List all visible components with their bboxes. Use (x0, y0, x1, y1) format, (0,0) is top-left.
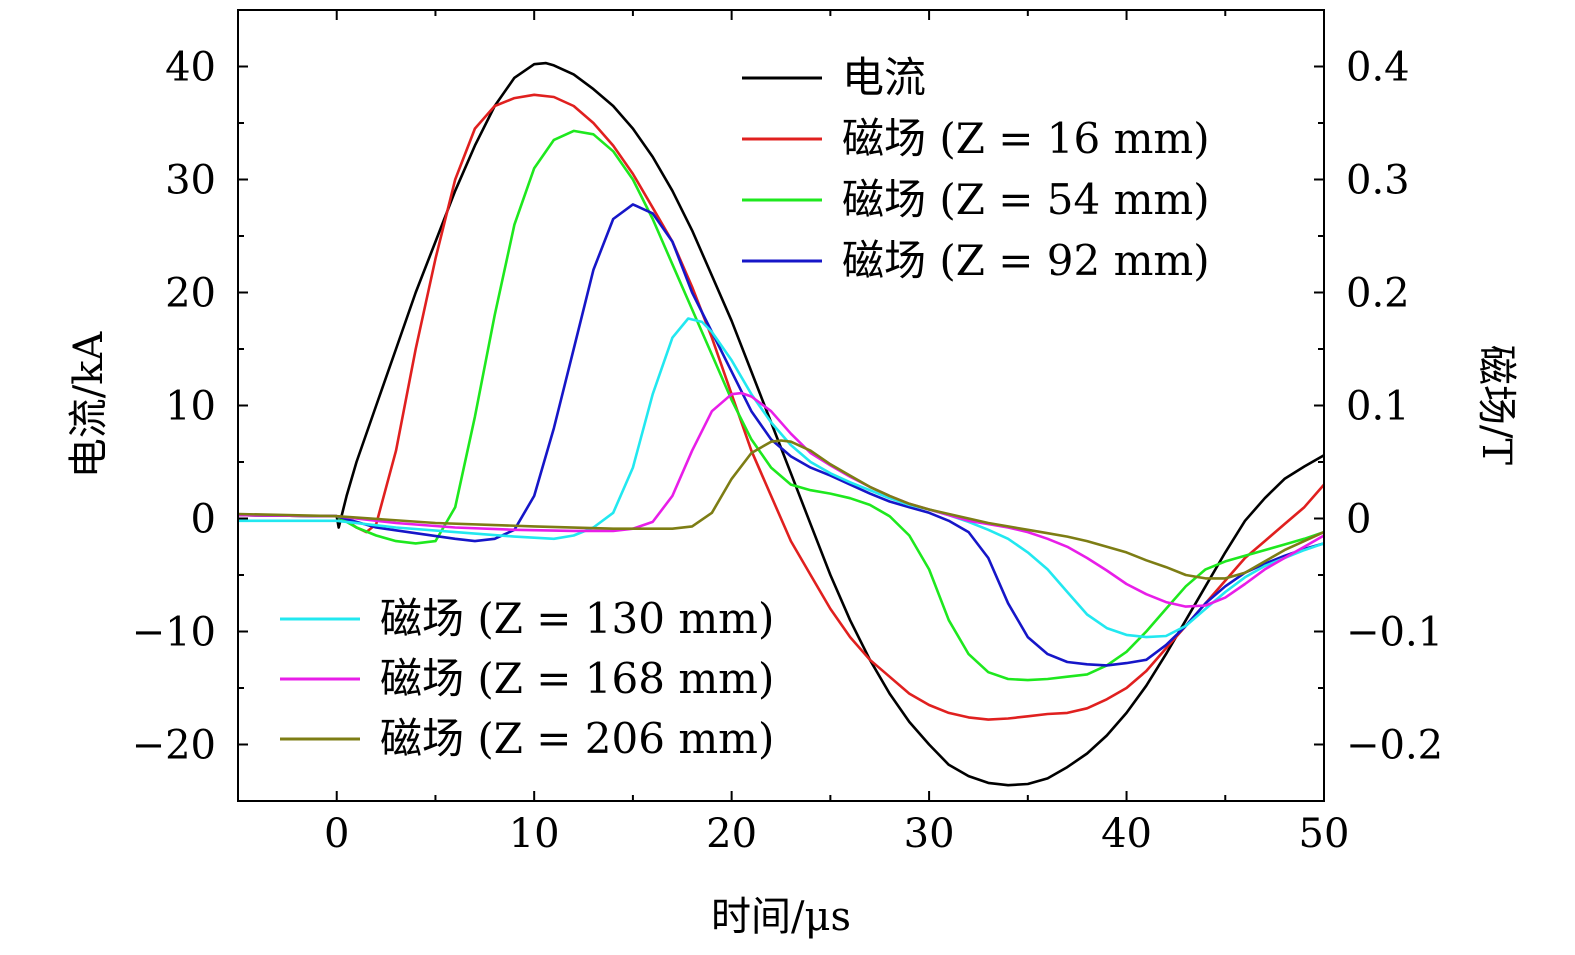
y-axis-right-title: 磁场/T (1473, 345, 1519, 465)
y-left-tick-label: 40 (165, 45, 216, 91)
legend-label-0: 电流 (842, 53, 926, 102)
series-layer (238, 61, 1324, 787)
y-left-tick-label: 30 (165, 158, 216, 204)
series-line-6 (238, 439, 1324, 580)
x-tick-label: 10 (509, 811, 560, 857)
x-tick-label: 20 (706, 811, 757, 857)
y-right-tick-label: 0.2 (1346, 271, 1410, 317)
y-left-tick-label: −20 (132, 723, 216, 769)
series-line-3 (238, 203, 1324, 667)
ticks-layer: 0 10 20 30 40 50 −20 −10 0 10 20 30 40 −0.2 −0.1 0 0.1 0.… (132, 9, 1443, 857)
series-line-0 (238, 61, 1324, 787)
y-right-tick-label: −0.2 (1346, 723, 1443, 769)
y-right-tick-label: 0.4 (1346, 45, 1410, 91)
legend-label-6: 磁场 (Z = 206 mm) (380, 714, 774, 763)
y-right-tick-label: 0 (1346, 497, 1371, 543)
y-left-tick-label: 20 (165, 271, 216, 317)
plot-area-clip-group (238, 61, 1324, 787)
x-axis-title: 时间/μs (711, 894, 851, 940)
y-right-tick-label: 0.3 (1346, 158, 1410, 204)
legend-bottom: 磁场 (Z = 130 mm) 磁场 (Z = 168 mm) 磁场 (Z = 20… (280, 594, 774, 763)
legend-label-1: 磁场 (Z = 16 mm) (842, 114, 1210, 163)
x-tick-label: 40 (1101, 811, 1152, 857)
legend-label-5: 磁场 (Z = 168 mm) (380, 654, 774, 703)
y-axis-left-title: 电流/kA (66, 331, 112, 479)
series-line-4 (238, 317, 1324, 639)
legend-label-4: 磁场 (Z = 130 mm) (380, 594, 774, 643)
x-tick-label: 30 (904, 811, 955, 857)
legend-label-2: 磁场 (Z = 54 mm) (842, 175, 1210, 224)
y-left-tick-label: −10 (132, 610, 216, 656)
y-right-tick-label: 0.1 (1346, 384, 1410, 430)
legend-label-3: 磁场 (Z = 92 mm) (842, 236, 1210, 285)
y-right-tick-label: −0.1 (1346, 610, 1443, 656)
series-line-2 (238, 129, 1324, 682)
series-line-1 (238, 93, 1324, 721)
y-left-tick-label: 0 (191, 497, 216, 543)
x-tick-label: 50 (1299, 811, 1350, 857)
x-tick-label: 0 (324, 811, 349, 857)
y-left-tick-label: 10 (165, 384, 216, 430)
